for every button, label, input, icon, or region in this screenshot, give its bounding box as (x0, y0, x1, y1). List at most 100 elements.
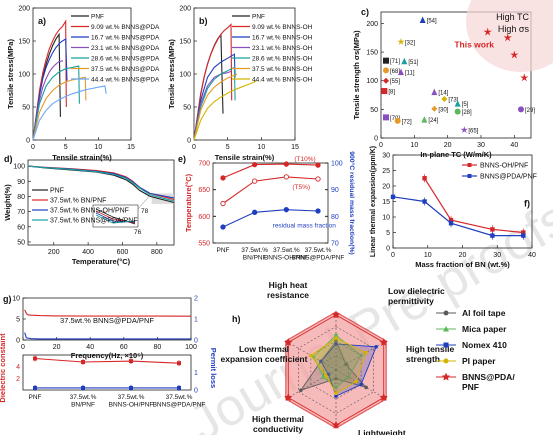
marker-circle (383, 67, 389, 74)
radar-axis-label: High thermal (252, 414, 304, 424)
y-tick-label: 2 (16, 376, 20, 383)
marker (283, 161, 289, 167)
series-line-16.7 wt.% BNNS-OH (193, 53, 236, 141)
radar-marker (354, 379, 358, 384)
panel-c: 0 10 20 30 40 0 50 100 150 200 [54] [32] [71] [51] [68… (352, 0, 553, 159)
point-label: [11] (405, 71, 415, 77)
radar-marker (334, 391, 338, 396)
point-label: [30] (438, 107, 448, 113)
category-label: 37.5wt.% (118, 394, 145, 401)
x-axis-title: Tensile strain(%) (215, 153, 275, 162)
x-tick-label: 80 (154, 344, 162, 351)
point-label: [55] (390, 79, 400, 85)
radar-marker (334, 339, 338, 343)
x-tick-label: 10 (410, 142, 418, 149)
inset-line (95, 214, 136, 224)
legend-label: 28.6 wt.% BNNS@PDA (91, 56, 160, 63)
x-tick-label: 5 (226, 144, 230, 151)
marker (390, 194, 396, 200)
y-tick-label: 700 (198, 161, 210, 168)
point-label: [71] (390, 59, 400, 65)
legend-label: 23.1 wt.% BNNS@PDA (91, 45, 160, 52)
radar-marker (284, 393, 293, 402)
series-label: (T10%) (294, 156, 315, 163)
x-tick-label: 30 (493, 252, 501, 259)
radar-marker (334, 394, 338, 398)
x-tick-label: 0 (21, 344, 25, 351)
y-axis-title: Linear thermal expansion(ppm/K) (370, 146, 377, 257)
legend-label: 16.7 wt.% BNNS-OH (252, 35, 313, 42)
panel-label: g) (3, 294, 12, 304)
point-label: [72] (402, 119, 412, 125)
radar-marker (299, 388, 303, 393)
legend-marker (443, 326, 449, 332)
radar-axis-label: expansion coefficient (221, 354, 308, 364)
x-tick-label: 0 (31, 144, 35, 151)
radar-marker (346, 375, 351, 380)
legend-label: 37.5 wt.% BNNS-OH (252, 66, 313, 73)
marker-star (483, 27, 492, 36)
legend-label: 23.1 wt.% BNNS-OH (252, 45, 313, 52)
category-label: 37.5wt.% (305, 247, 332, 254)
legend-label: PNF (50, 188, 64, 195)
y-tick-label: 0 (26, 138, 30, 145)
marker-star (520, 73, 529, 82)
y2-axis-title: 900°C residual mass fraction(%) (348, 151, 356, 255)
marker (283, 207, 289, 213)
marker-star (503, 33, 512, 42)
marker-star (510, 50, 519, 59)
y-axis-title: Tensile stress(MPa) (6, 39, 15, 109)
marker (81, 360, 85, 364)
category-label: BNNS@PDA/PNF (153, 402, 206, 409)
marker-circle (454, 108, 461, 115)
y-tick-label: 0 (187, 138, 191, 145)
radar-axis-label: Low thermal (239, 344, 289, 354)
marker (129, 359, 133, 364)
y-axis-title: Temperature(°C) (184, 173, 193, 232)
marker (220, 175, 226, 181)
legend-label: 37.5wt.% BNNS-OH/PNF (50, 208, 129, 215)
marker (283, 174, 289, 180)
series-line-37.5 wt.% BNNS-OH (193, 73, 238, 141)
y2-axis-title: Permit loss (209, 348, 218, 388)
y2-tick-label: 90 (331, 187, 339, 194)
y-tick-label: 100 (179, 72, 191, 79)
y-tick-label: 200 (18, 6, 30, 13)
series-line-28.6 wt.% BNNS@PDA (32, 65, 80, 141)
legend-label: Al foil tape (462, 308, 506, 318)
panel-label: a) (38, 16, 46, 26)
series-line-23.1 wt.% BNNS-OH (193, 70, 232, 141)
point-label: [51] (408, 60, 418, 66)
legend-label: 44.4 wt.% BNNS-OH (252, 77, 313, 84)
marker (220, 224, 226, 230)
legend-label: BNNS@PDA/PNF (480, 174, 537, 181)
x-tick-label: 20 (459, 252, 467, 259)
marker (422, 176, 427, 181)
radar-axis-label: High tensile (406, 344, 454, 354)
y-axis-title: Weight(%) (3, 184, 12, 221)
y-tick-label: 550 (198, 241, 210, 248)
point-label: [14] (438, 91, 448, 97)
point-label: [68] (390, 69, 400, 75)
x-tick-label: 400 (82, 249, 94, 256)
category-label: 37.5wt.% (273, 247, 300, 254)
inset-label: 76 (134, 229, 142, 236)
legend-label: BNNS@PDA/ (462, 372, 515, 382)
y-tick-label: 0 (386, 246, 390, 253)
y-tick-label: 150 (18, 39, 30, 46)
y-tick-label: 200 (366, 21, 378, 28)
point-label: [8] (388, 90, 395, 96)
x-tick-label: 20 (444, 142, 452, 149)
category-label: 37.5wt.% (241, 247, 268, 254)
x-tick-label: 30 (477, 142, 485, 149)
y-tick-label: 20 (382, 184, 390, 191)
panel-label: d) (4, 154, 13, 164)
marker (448, 221, 454, 226)
radar-axis-label: conductivity (253, 424, 303, 434)
y-tick-label: 30 (382, 153, 390, 160)
panel-label: f) (524, 199, 530, 209)
panel-label: c) (361, 7, 369, 17)
